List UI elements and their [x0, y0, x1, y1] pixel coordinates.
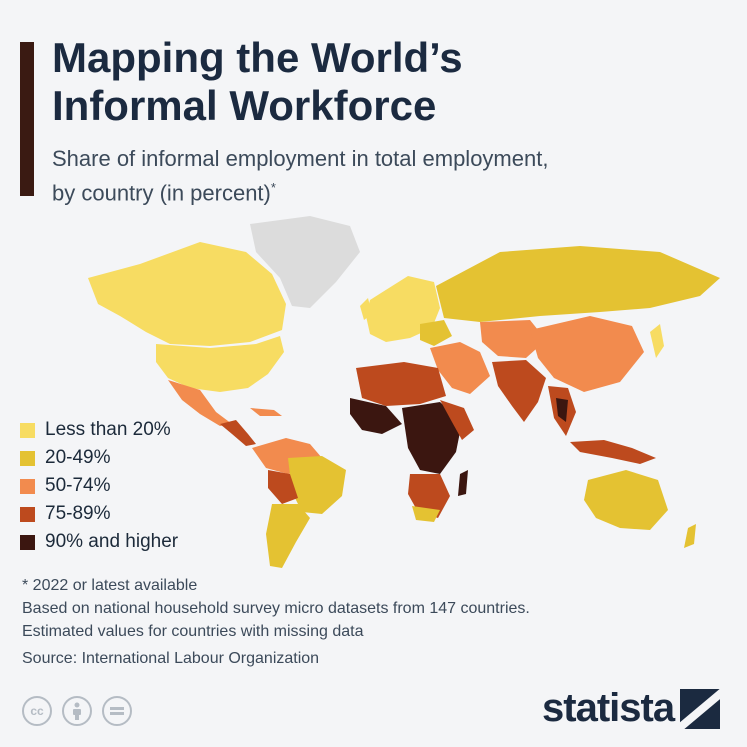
title-line-1: Mapping the World’s: [52, 34, 463, 81]
statista-mark-icon: [680, 688, 721, 729]
region-southern-cone: [266, 504, 310, 568]
region-australia: [584, 470, 668, 530]
world-map: [88, 216, 720, 568]
legend-swatch: [20, 534, 35, 550]
footnote-estimates: Estimated values for countries with miss…: [22, 623, 364, 640]
legend-item: 75-89%: [20, 500, 178, 528]
region-central-africa: [402, 402, 462, 474]
region-brazil: [288, 456, 346, 514]
region-central-asia: [480, 320, 546, 358]
license-icons: cc: [22, 696, 132, 726]
region-japan: [650, 324, 664, 358]
legend-swatch: [20, 422, 35, 438]
region-north-africa: [356, 362, 446, 406]
region-china: [530, 316, 644, 392]
title-accent-bar: [20, 42, 34, 196]
attribution-icon[interactable]: [62, 696, 92, 726]
region-caribbean: [250, 408, 282, 416]
region-eastern-europe: [420, 320, 452, 346]
legend-label: 20-49%: [45, 447, 111, 468]
legend-swatch: [20, 450, 35, 466]
legend-label: 75-89%: [45, 503, 111, 524]
source-note: Source: International Labour Organizatio…: [22, 650, 320, 667]
region-usa: [156, 336, 284, 392]
map-legend: Less than 20% 20-49% 50-74% 75-89% 90% a…: [20, 416, 178, 556]
no-derivatives-icon[interactable]: [102, 696, 132, 726]
region-east-africa: [440, 400, 474, 440]
region-uk: [360, 298, 372, 320]
region-greenland: [250, 216, 360, 308]
region-central-america: [220, 420, 256, 446]
subtitle-line-1: Share of informal employment in total em…: [52, 146, 549, 171]
region-south-africa: [412, 506, 440, 522]
region-north-america-north: [88, 242, 286, 346]
subtitle-line-2: by country (in percent): [52, 180, 271, 206]
region-middle-east: [430, 342, 490, 394]
region-mexico: [168, 380, 232, 426]
legend-label: Less than 20%: [45, 419, 171, 440]
region-russia: [436, 246, 720, 322]
page-subtitle: Share of informal employment in total em…: [52, 144, 712, 207]
page-title: Mapping the World’s Informal Workforce: [52, 34, 712, 130]
brand-name: statista: [542, 686, 675, 730]
legend-item: 90% and higher: [20, 528, 178, 556]
region-madagascar: [458, 470, 468, 496]
footnote-date: * 2022 or latest available: [22, 577, 198, 594]
title-line-2: Informal Workforce: [52, 82, 437, 129]
footnote-method: Based on national household survey micro…: [22, 600, 530, 617]
region-bolivia: [268, 470, 298, 504]
statista-logo[interactable]: statista: [542, 686, 721, 731]
region-south-asia: [492, 360, 546, 422]
footnotes: * 2022 or latest available Based on nati…: [22, 574, 722, 670]
legend-swatch: [20, 506, 35, 522]
legend-item: 50-74%: [20, 472, 178, 500]
subtitle-footnote-mark: *: [270, 180, 276, 195]
legend-item: Less than 20%: [20, 416, 178, 444]
region-indochina-dark: [556, 398, 568, 422]
region-indonesia: [570, 440, 656, 464]
legend-item: 20-49%: [20, 444, 178, 472]
cc-icon[interactable]: cc: [22, 696, 52, 726]
region-new-zealand: [684, 524, 696, 548]
legend-swatch: [20, 478, 35, 494]
region-west-africa: [350, 398, 402, 434]
legend-label: 50-74%: [45, 475, 111, 496]
legend-label: 90% and higher: [45, 531, 179, 552]
